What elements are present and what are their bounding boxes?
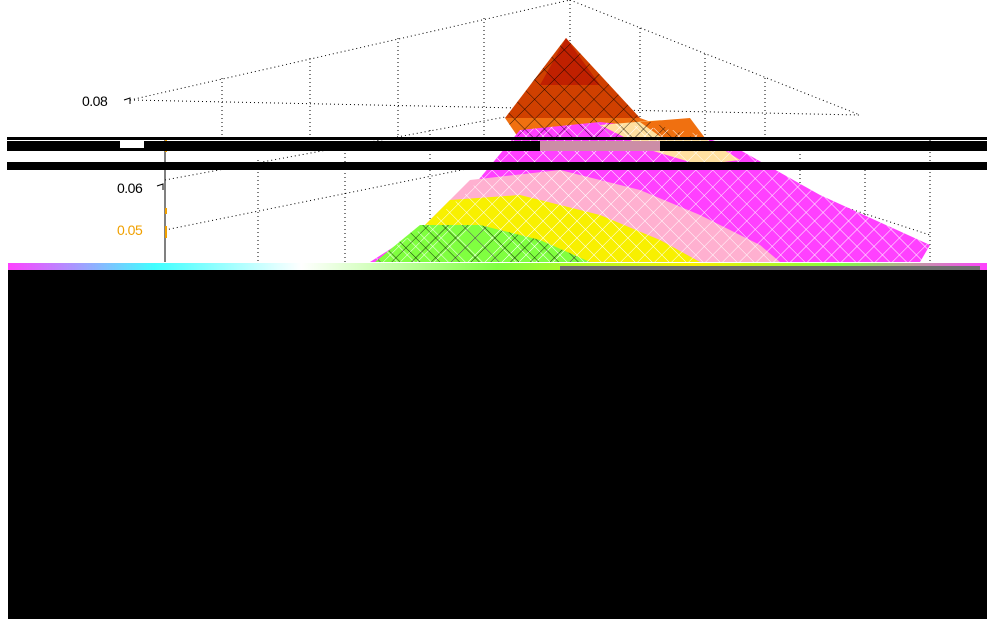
noise-gray-segment	[560, 266, 980, 270]
band-3	[7, 162, 987, 170]
back-floor-line	[129, 99, 861, 116]
left-edge-strip	[0, 270, 8, 619]
glitch-bands	[7, 137, 987, 170]
band-gap	[120, 140, 144, 148]
band-pink-overlap	[540, 141, 660, 151]
noise-strip	[8, 263, 987, 272]
back-edge-left	[129, 0, 571, 101]
z-tick-mark-0.08	[123, 97, 131, 104]
unrendered-region	[8, 270, 987, 619]
z-tick-mark-0.06	[156, 183, 164, 190]
surface-mesh	[370, 38, 930, 262]
band-1	[7, 137, 987, 140]
band-2	[7, 141, 987, 151]
z-tick-label-0: 0.08	[82, 93, 108, 109]
z-tick-label-2: 0.05	[117, 222, 143, 238]
z-tick-label-1: 0.06	[117, 180, 143, 196]
